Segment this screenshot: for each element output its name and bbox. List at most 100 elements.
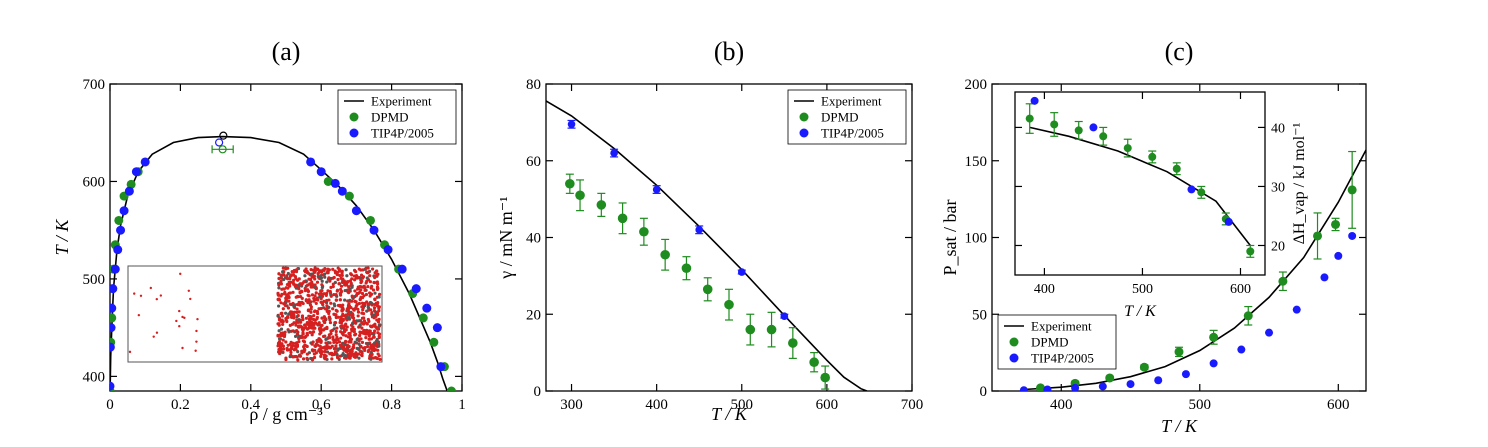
molecule-dot <box>294 283 298 288</box>
dpmd-point <box>809 357 819 368</box>
dpmd-point <box>1331 219 1341 229</box>
molecule-dot <box>277 286 281 290</box>
molecule-dot <box>358 330 362 334</box>
molecule-dot <box>286 271 290 276</box>
molecule-dot <box>323 349 327 354</box>
molecule-dot <box>280 273 284 277</box>
molecule-dot <box>276 314 280 318</box>
dpmd-point <box>1278 276 1288 286</box>
molecule-dot <box>365 279 369 283</box>
molecule-dot <box>365 276 369 280</box>
plot-frame <box>109 83 463 392</box>
molecule-dot <box>358 333 362 338</box>
dpmd-point <box>446 386 456 391</box>
molecule-dot <box>326 289 330 293</box>
molecule-dot <box>307 294 311 298</box>
molecule-dot <box>310 333 314 337</box>
molecule-dot <box>297 283 301 287</box>
x-axis-label: T / K <box>711 404 748 424</box>
molecule-dot <box>318 327 322 331</box>
molecule-dot <box>341 312 345 316</box>
molecule-dot <box>287 280 291 284</box>
molecule-dot <box>303 274 307 278</box>
molecule-dot <box>323 272 327 276</box>
molecule-dot <box>347 349 351 353</box>
molecule-dot <box>336 270 340 274</box>
molecule-dot <box>281 266 285 270</box>
molecule-dot <box>298 301 302 305</box>
molecule-dot <box>343 288 347 293</box>
y-tick-label: 80 <box>526 77 541 93</box>
molecule-dot <box>357 319 361 323</box>
x-tick-label: 0.8 <box>382 397 401 413</box>
molecule-dot <box>320 270 324 274</box>
molecule-dot <box>291 290 295 294</box>
molecule-dot <box>349 337 354 341</box>
molecule-dot <box>277 272 281 276</box>
molecule-dot <box>309 310 313 314</box>
molecule-dot <box>285 315 290 319</box>
x-tick-label: 0.4 <box>241 397 260 413</box>
molecule-dot <box>294 320 299 324</box>
molecule-dot <box>334 329 338 334</box>
molecule-dot <box>362 284 366 288</box>
molecule-dot <box>377 295 381 299</box>
tip4p-point <box>737 268 746 276</box>
panel-c: (c) 400 500 600 0 50 100 150 200 T / K P_sat / bar… <box>940 37 1367 436</box>
molecule-dot <box>376 300 380 305</box>
molecule-dot <box>303 335 307 339</box>
panel-b: (b) 300 400 500 600 700 0 20 40 60 80 T / K γ / mN m… <box>496 37 923 424</box>
tip4p-point <box>1098 382 1107 391</box>
molecule-dot <box>325 350 330 354</box>
dpmd-point <box>617 213 628 224</box>
molecule-dot <box>357 352 361 356</box>
molecule-dot <box>337 268 342 272</box>
x-tick-label: 700 <box>901 397 924 413</box>
molecule-dot <box>366 344 370 349</box>
legend-label: DPMD <box>1031 335 1069 350</box>
molecule-dot <box>306 309 310 313</box>
molecule-dot <box>137 313 141 317</box>
molecule-dot <box>341 333 345 337</box>
molecule-dot <box>277 323 281 327</box>
molecule-dot <box>314 291 318 295</box>
legend-dot-icon <box>799 112 809 122</box>
molecule-dot <box>288 342 292 346</box>
molecule-dot <box>330 344 334 348</box>
molecule-dot <box>313 277 317 281</box>
molecule-dot <box>159 294 163 297</box>
x-tick-label: 0.6 <box>312 397 331 413</box>
inset-dpmd-point <box>1074 126 1083 135</box>
y-tick-label: 40 <box>1271 121 1285 136</box>
molecule-dot <box>317 323 322 327</box>
molecule-dot <box>316 271 320 276</box>
x-tick-label: 600 <box>1327 397 1350 413</box>
tip4p-point <box>383 245 393 255</box>
inset-dpmd-point <box>1099 132 1108 141</box>
molecule-dot <box>332 302 336 306</box>
molecule-dot <box>349 272 353 276</box>
molecule-dot <box>372 335 376 339</box>
molecule-dot <box>331 282 335 286</box>
molecule-dot <box>277 337 282 341</box>
molecule-dot <box>344 339 348 343</box>
molecule-dot <box>330 357 334 361</box>
tip4p-point <box>1126 380 1135 389</box>
experiment-line <box>1029 126 1251 246</box>
molecule-dot <box>364 336 368 340</box>
molecule-dot <box>288 302 292 306</box>
legend-label: TIP4P/2005 <box>371 126 434 141</box>
molecule-dot <box>320 292 324 296</box>
molecule-dot <box>331 352 336 357</box>
molecule-dot <box>295 307 299 311</box>
molecule-dot <box>358 297 362 301</box>
y-tick-label: 500 <box>83 272 106 288</box>
molecule-dot <box>334 344 338 348</box>
molecule-dot <box>314 321 318 325</box>
dpmd-point <box>745 324 756 335</box>
molecule-dot <box>338 304 342 308</box>
molecule-dot <box>181 346 184 350</box>
molecule-dot <box>282 292 287 296</box>
dpmd-point <box>1105 373 1115 383</box>
molecule-dot <box>296 358 300 362</box>
